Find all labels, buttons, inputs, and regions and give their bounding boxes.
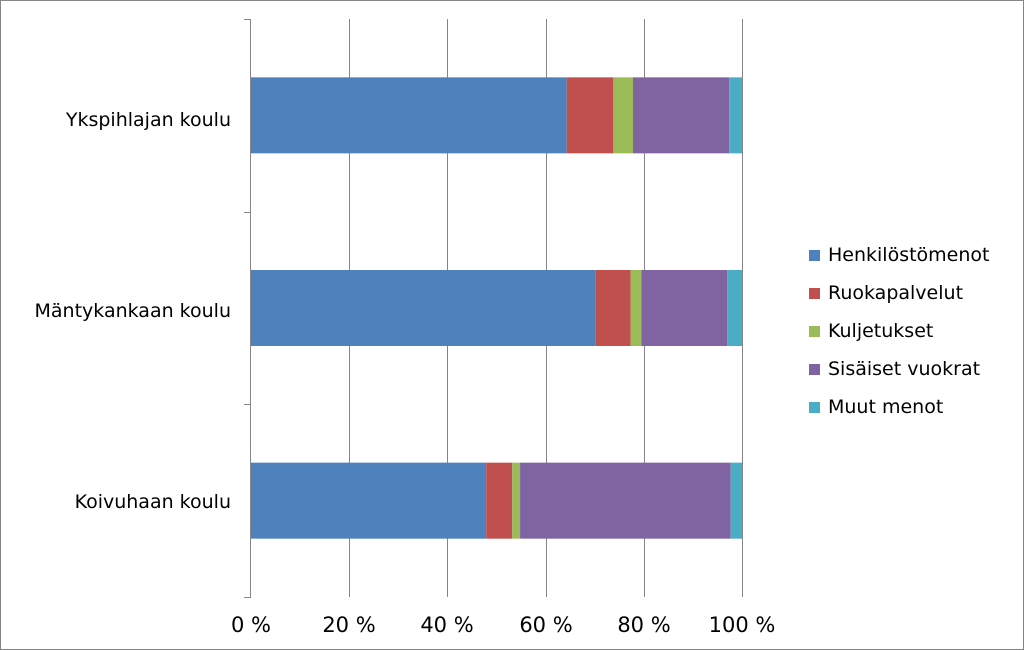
category-label: Koivuhaan koulu <box>74 491 231 513</box>
legend-swatch <box>809 249 820 261</box>
bar-segment <box>730 462 742 539</box>
x-tick-label: 60 % <box>519 613 573 637</box>
legend-item: Kuljetukset <box>809 312 990 350</box>
legend-item: Muut menot <box>809 388 990 426</box>
x-tick-label: 100 % <box>708 613 776 637</box>
legend-label: Kuljetukset <box>828 320 934 342</box>
legend-label: Henkilöstömenot <box>828 244 990 266</box>
bar-segment <box>251 462 487 539</box>
bar-segment <box>632 77 730 154</box>
bar-segment <box>251 77 567 154</box>
legend-swatch <box>809 363 820 375</box>
bar-segment <box>566 77 614 154</box>
bar-segment <box>251 270 596 346</box>
bar-segment <box>729 77 742 154</box>
legend-swatch <box>809 401 820 413</box>
bar-segment <box>486 462 513 539</box>
category-label: Mäntykankaan koulu <box>34 300 231 322</box>
bar-segment <box>512 462 521 539</box>
legend-label: Muut menot <box>828 396 944 418</box>
x-tick-label: 40 % <box>420 613 474 637</box>
bar-segment <box>641 270 728 346</box>
bar-segment <box>613 77 633 154</box>
legend-swatch <box>809 325 820 337</box>
legend-swatch <box>809 287 820 299</box>
legend-item: Sisäiset vuokrat <box>809 350 990 388</box>
category-label: Ykspihlajan koulu <box>65 109 231 131</box>
bar-segment <box>727 270 742 346</box>
legend-label: Sisäiset vuokrat <box>828 358 981 380</box>
bar-segment <box>595 270 631 346</box>
bar-segment <box>630 270 642 346</box>
bar-segment <box>520 462 731 539</box>
legend-label: Ruokapalvelut <box>828 282 964 304</box>
x-tick-label: 80 % <box>617 613 671 637</box>
legend-item: Ruokapalvelut <box>809 274 990 312</box>
x-tick-label: 0 % <box>231 613 271 637</box>
legend: Henkilöstömenot Ruokapalvelut Kuljetukse… <box>809 236 990 426</box>
x-tick-label: 20 % <box>322 613 376 637</box>
legend-item: Henkilöstömenot <box>809 236 990 274</box>
